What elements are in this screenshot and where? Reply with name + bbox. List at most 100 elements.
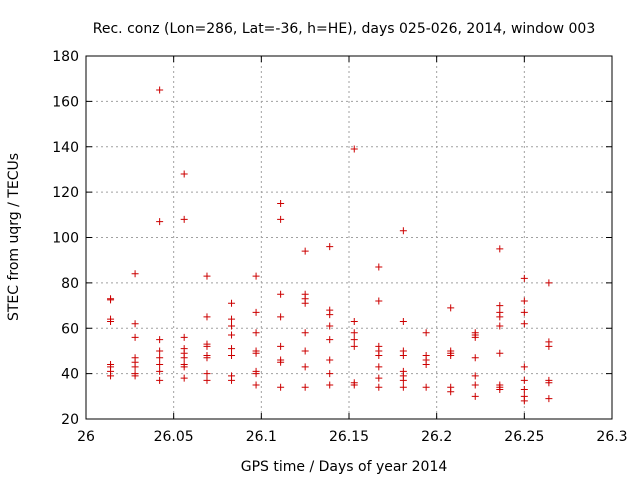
data-point xyxy=(399,376,407,384)
data-point xyxy=(203,376,211,384)
data-point xyxy=(301,299,309,307)
data-point xyxy=(156,376,164,384)
data-point xyxy=(520,363,528,371)
data-point xyxy=(471,333,479,341)
data-point xyxy=(228,331,236,339)
axis-ticks xyxy=(85,55,613,420)
data-point xyxy=(471,372,479,380)
data-point xyxy=(496,386,504,394)
data-point xyxy=(520,274,528,282)
data-point xyxy=(228,376,236,384)
data-point xyxy=(277,290,285,298)
data-point xyxy=(277,383,285,391)
data-point xyxy=(156,347,164,355)
data-point xyxy=(422,361,430,369)
chart-title: Rec. conz (Lon=286, Lat=-36, h=HE), days… xyxy=(93,21,595,37)
data-point xyxy=(545,342,553,350)
data-point xyxy=(203,354,211,362)
data-point xyxy=(252,272,260,280)
data-point xyxy=(326,243,334,251)
data-point xyxy=(228,345,236,353)
data-point xyxy=(180,354,188,362)
y-tick-label: 60 xyxy=(61,321,79,337)
data-point xyxy=(422,383,430,391)
data-point xyxy=(520,386,528,394)
data-point xyxy=(545,279,553,287)
data-point xyxy=(301,347,309,355)
data-point xyxy=(399,317,407,325)
data-point xyxy=(520,297,528,305)
data-point xyxy=(326,322,334,330)
data-point xyxy=(277,215,285,223)
data-point xyxy=(107,317,115,325)
data-point xyxy=(252,329,260,337)
data-point xyxy=(131,363,139,371)
data-point xyxy=(131,320,139,328)
y-tick-label: 140 xyxy=(52,140,79,156)
y-tick-label: 40 xyxy=(61,367,79,383)
data-point xyxy=(156,361,164,369)
data-point xyxy=(422,329,430,337)
data-point xyxy=(156,336,164,344)
data-point xyxy=(326,381,334,389)
data-point xyxy=(447,351,455,359)
data-point xyxy=(520,397,528,405)
x-tick-label: 26.1 xyxy=(246,429,277,445)
data-point xyxy=(203,370,211,378)
y-tick-label: 80 xyxy=(61,276,79,292)
data-point xyxy=(326,336,334,344)
data-point xyxy=(301,363,309,371)
data-point xyxy=(107,372,115,380)
data-point xyxy=(252,308,260,316)
data-point xyxy=(447,304,455,312)
data-point xyxy=(399,227,407,235)
data-point xyxy=(471,354,479,362)
data-point xyxy=(156,86,164,94)
data-point xyxy=(131,333,139,341)
y-tick-label: 180 xyxy=(52,49,79,65)
data-point xyxy=(252,349,260,357)
y-tick-label: 100 xyxy=(52,231,79,247)
data-point xyxy=(375,363,383,371)
data-point xyxy=(301,383,309,391)
data-point xyxy=(156,367,164,375)
data-point xyxy=(375,297,383,305)
data-point xyxy=(496,349,504,357)
data-point xyxy=(471,392,479,400)
x-tick-label: 26.2 xyxy=(421,429,452,445)
data-point xyxy=(447,388,455,396)
data-point xyxy=(180,363,188,371)
data-point xyxy=(545,395,553,403)
data-point xyxy=(156,354,164,362)
data-point xyxy=(496,322,504,330)
grid-lines xyxy=(86,56,612,419)
data-point xyxy=(375,374,383,382)
data-point xyxy=(471,381,479,389)
data-point xyxy=(107,296,115,304)
data-point xyxy=(277,358,285,366)
x-axis-title: GPS time / Days of year 2014 xyxy=(241,459,448,475)
data-point xyxy=(277,199,285,207)
x-tick-labels: 26 26.05 26.1 26.15 26.2 26.25 26.3 xyxy=(77,429,628,445)
data-point xyxy=(326,370,334,378)
y-tick-label: 160 xyxy=(52,94,79,110)
data-point xyxy=(131,372,139,380)
data-point xyxy=(350,342,358,350)
data-point xyxy=(350,329,358,337)
x-tick-label: 26.3 xyxy=(596,429,627,445)
y-tick-label: 20 xyxy=(61,412,79,428)
x-tick-label: 26 xyxy=(77,429,95,445)
data-points xyxy=(107,86,553,405)
data-point xyxy=(375,263,383,271)
data-point xyxy=(350,336,358,344)
data-point xyxy=(520,308,528,316)
data-point xyxy=(375,351,383,359)
data-point xyxy=(180,374,188,382)
data-point xyxy=(252,381,260,389)
data-point xyxy=(156,218,164,226)
data-point xyxy=(545,379,553,387)
data-point xyxy=(520,376,528,384)
data-point xyxy=(252,370,260,378)
